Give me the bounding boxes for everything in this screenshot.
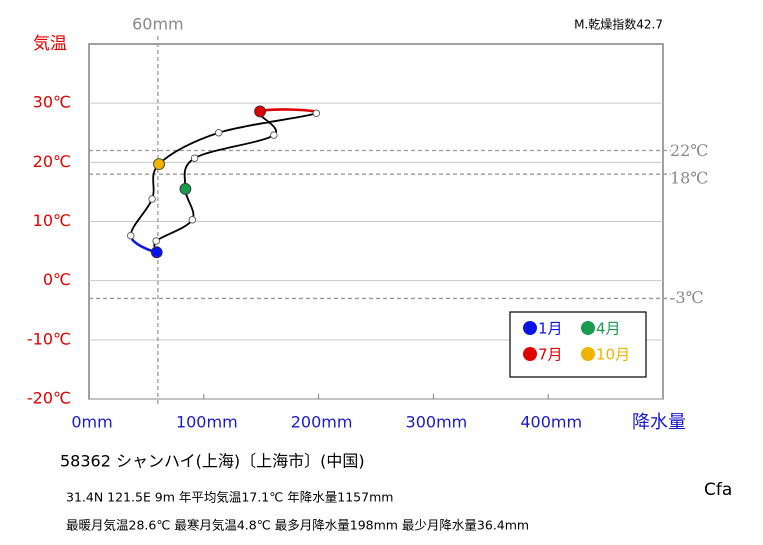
legend-marker [523,347,537,361]
station: 58362 シャンハイ(上海)〔上海市〕(中国) [60,452,365,471]
reference-label: 22℃ [670,141,708,160]
legend-label: 10月 [596,346,630,364]
x-tick-label: 0mm [71,413,112,432]
y-axis-label: 気温 [33,34,67,54]
x-tick-label: 300mm [406,413,468,432]
reference-label: 60mm [132,15,184,34]
month-point [254,105,266,118]
month-point [152,237,160,245]
legend-label: 1月 [538,320,563,338]
legend-label: 4月 [596,320,621,338]
x-axis-label: 降水量 [632,412,686,433]
y-tick-label: -10℃ [27,329,71,348]
month-point [148,195,156,203]
month-point [153,158,165,171]
corner-note: M.乾燥指数42.7 [574,17,663,32]
month-point [179,183,192,195]
info-line: 最暖月気温28.6℃ 最寒月気温4.8℃ 最多月降水量198mm 最少月降水量3… [66,518,529,533]
month-point [150,246,163,259]
y-tick-label: 30℃ [33,93,71,112]
legend-marker [581,347,595,361]
y-tick-label: -20℃ [27,389,71,408]
month-point [190,154,199,162]
climate-class: Cfa [704,480,732,500]
x-tick-label: 200mm [291,413,353,432]
month-point [214,128,223,137]
month-point [270,131,278,139]
month-point [312,109,321,117]
y-tick-label: 10℃ [33,211,71,230]
y-tick-label: 0℃ [43,270,71,289]
x-tick-label: 400mm [520,413,582,432]
legend-marker [523,321,537,335]
legend-label: 7月 [538,346,563,364]
month-point [188,215,197,224]
legend-marker [581,321,595,335]
info-line: 31.4N 121.5E 9m 年平均気温17.1℃ 年降水量1157mm [66,490,393,505]
y-tick-label: 20℃ [33,152,71,171]
reference-label: -3℃ [670,288,703,307]
reference-label: 18℃ [670,169,708,188]
x-tick-label: 100mm [176,413,238,432]
month-point [127,231,135,240]
